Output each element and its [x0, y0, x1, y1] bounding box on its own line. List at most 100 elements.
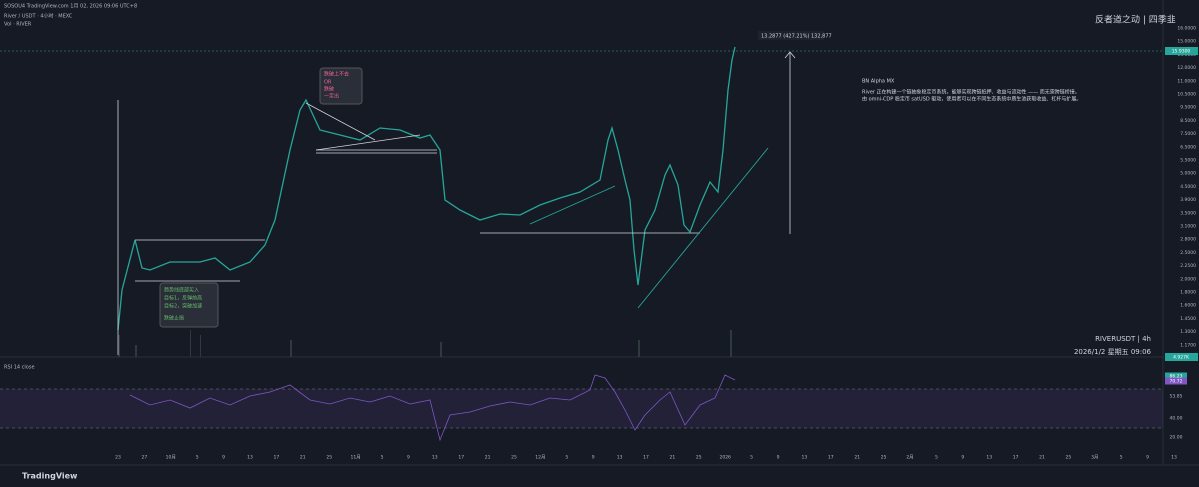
- time-tick-label: 17: [274, 455, 280, 461]
- time-tick-label: 21: [670, 455, 676, 461]
- rsi-tick-label: 20.00: [1170, 435, 1183, 441]
- pair: RIVERUSDT | 4h: [1095, 335, 1151, 343]
- time-tick-label: 17: [458, 455, 464, 461]
- time-tick-label: 25: [881, 455, 887, 461]
- price-tick-label: 1.4500: [1180, 316, 1196, 322]
- time-tick-label: 11月: [350, 455, 360, 461]
- time-tick-label: 25: [1066, 455, 1072, 461]
- note-title: BN Alpha MX: [862, 79, 895, 85]
- time-tick-label: 9: [407, 455, 410, 461]
- price-tick-label: 4.5000: [1180, 184, 1196, 190]
- time-tick-label: 21: [854, 455, 860, 461]
- time-tick-label: 5: [565, 455, 568, 461]
- time-tick-label: 21: [1039, 455, 1045, 461]
- time-tick-label: 13: [247, 455, 253, 461]
- annotation: 目标1，反弹前高: [164, 295, 202, 302]
- price-tick-label: 2.0000: [1180, 276, 1196, 282]
- rsi-tick-label: 70.72: [1170, 379, 1183, 385]
- time-tick-label: 13: [802, 455, 808, 461]
- measure: 13.2877 (427.21%) 132,877: [761, 34, 832, 40]
- rsi-badge: [1165, 372, 1187, 380]
- time-tick-label: 9: [592, 455, 595, 461]
- note-line: River 正在构建一个链抽象稳定币系统，能够实现跨链抵押、收益与流动性 —— …: [862, 89, 1080, 96]
- price-tick-label: 5.0000: [1180, 171, 1196, 177]
- signature: 反者道之动 | 四季韭: [1095, 14, 1176, 26]
- time-tick-label: 13: [1171, 455, 1177, 461]
- time-tick-label: 9: [222, 455, 225, 461]
- price-tick-label: 1.1700: [1180, 342, 1196, 348]
- time: 2026/1/2 星期五 09:06: [1074, 348, 1152, 356]
- price-badge: [1165, 47, 1198, 55]
- trend-lines: [529, 147, 769, 309]
- annotation: 跌破上不去: [324, 71, 349, 78]
- rsi-line: [129, 374, 736, 442]
- brand: TradingView: [22, 472, 78, 481]
- price-tick-label: 2.5000: [1180, 250, 1196, 256]
- time-tick-label: 13: [986, 455, 992, 461]
- price-tick-label: 3.9000: [1180, 197, 1196, 203]
- source: SOSOU4 TradingView.com 1月 02, 2026 09:06…: [4, 4, 137, 10]
- price-tick-label: 1.3000: [1180, 329, 1196, 335]
- time-tick-label: 17: [1013, 455, 1019, 461]
- price-tick-label: 15.0000: [1177, 39, 1196, 45]
- price-tick-label: 10.5000: [1177, 92, 1196, 98]
- annotation: 目标2，突破加速: [164, 303, 202, 310]
- time-tick-label: 9: [1146, 455, 1149, 461]
- annotation: 跌破: [324, 86, 334, 93]
- time-tick-label: 10月: [166, 455, 176, 461]
- price-tick-label: 7.5000: [1180, 131, 1196, 137]
- time-tick-label: 9: [777, 455, 780, 461]
- time-tick-label: 17: [643, 455, 649, 461]
- price-tick-label: 2.8000: [1180, 237, 1196, 243]
- rsi-tick-label: 40.00: [1170, 416, 1183, 422]
- time-tick-label: 5: [935, 455, 938, 461]
- price-path: [117, 46, 736, 331]
- time-tick-label: 5: [1120, 455, 1123, 461]
- time-tick-label: 13: [617, 455, 623, 461]
- time-tick-label: 21: [300, 455, 306, 461]
- time-tick-label: 2月: [906, 455, 913, 461]
- price-tick-label: 1.8000: [1180, 290, 1196, 296]
- time-tick-label: 5: [196, 455, 199, 461]
- last-price: 15.9300: [1172, 49, 1191, 55]
- volume: [118, 330, 732, 357]
- time-tick-label: 5: [381, 455, 384, 461]
- annotation: 趋势线底部买入: [164, 287, 199, 294]
- time-tick-label: 5: [750, 455, 753, 461]
- measure-box: [758, 31, 824, 40]
- volume-badge-box: [1165, 353, 1198, 361]
- annotation: 跌破止损: [164, 315, 184, 322]
- volume-badge: 4.927K: [1173, 355, 1190, 361]
- time-tick-label: 3月: [1091, 455, 1098, 461]
- annotation-box: [159, 282, 219, 328]
- price-axis: 16.000015.000013.000012.000011.000010.50…: [1177, 26, 1196, 349]
- rsi-label: RSI 14 close: [4, 365, 35, 371]
- price-tick-label: 8.5000: [1180, 118, 1196, 124]
- symbol: River / USDT · 4小时 · MEXC: [4, 13, 73, 20]
- note-line: 由 omni-CDP 稳定币 satUSD 驱动，使用者可以在不同生态系统中质生…: [862, 96, 1081, 103]
- price-tick-label: 16.0000: [1177, 26, 1196, 32]
- price-tick-label: 9.5000: [1180, 105, 1196, 111]
- rsi-tick-label: 53.85: [1170, 394, 1183, 400]
- time-tick-label: 23: [115, 455, 121, 461]
- price-tick-label: 3.5000: [1180, 210, 1196, 216]
- drawings: [117, 51, 796, 355]
- volume-label: Vol · RIVER: [4, 22, 32, 28]
- time-tick-label: 25: [326, 455, 332, 461]
- time-tick-label: 25: [511, 455, 517, 461]
- rsi-badge: [1165, 377, 1187, 385]
- price-tick-label: 11.0000: [1177, 78, 1196, 84]
- price-tick-label: 6.5000: [1180, 144, 1196, 150]
- price-tick-label: 3.1000: [1180, 224, 1196, 230]
- annotation-box: [319, 67, 363, 105]
- time-tick-label: 12月: [535, 455, 545, 461]
- time-tick-label: 2026: [719, 455, 731, 461]
- time-tick-label: 17: [828, 455, 834, 461]
- price-tick-label: 12.0000: [1177, 65, 1196, 71]
- time-tick-label: 21: [485, 455, 491, 461]
- price-tick-label: 1.6000: [1180, 303, 1196, 309]
- price-tick-label: 5.5000: [1180, 158, 1196, 164]
